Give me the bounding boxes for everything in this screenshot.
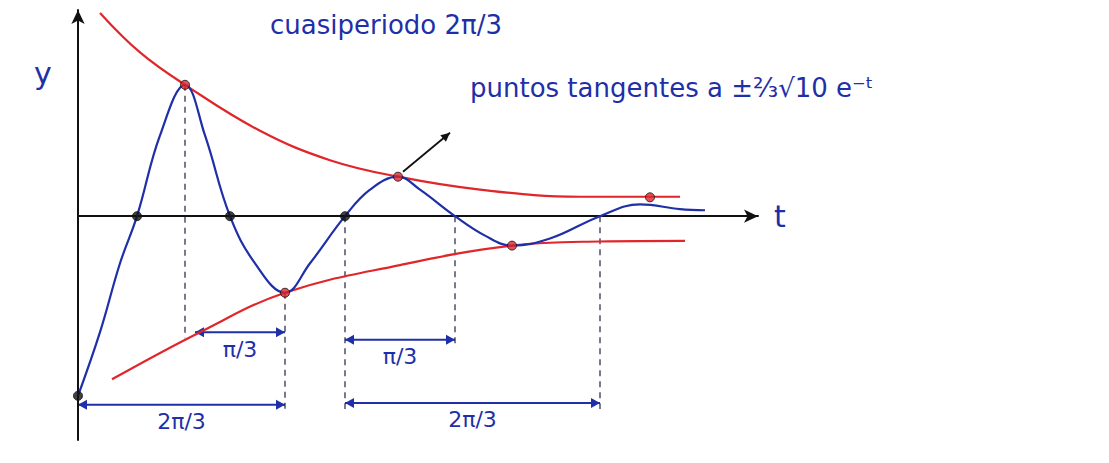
svg-text:π/3: π/3 bbox=[383, 344, 418, 369]
svg-text:t: t bbox=[774, 199, 786, 234]
svg-text:y: y bbox=[34, 56, 52, 91]
svg-text:2π/3: 2π/3 bbox=[157, 409, 206, 434]
svg-text:cuasiperiodo 2π/3: cuasiperiodo 2π/3 bbox=[270, 10, 502, 40]
svg-text:puntos tangentes a ±⅔√10 e⁻ᵗ: puntos tangentes a ±⅔√10 e⁻ᵗ bbox=[470, 73, 873, 103]
svg-text:2π/3: 2π/3 bbox=[448, 407, 497, 432]
svg-text:π/3: π/3 bbox=[223, 337, 258, 362]
